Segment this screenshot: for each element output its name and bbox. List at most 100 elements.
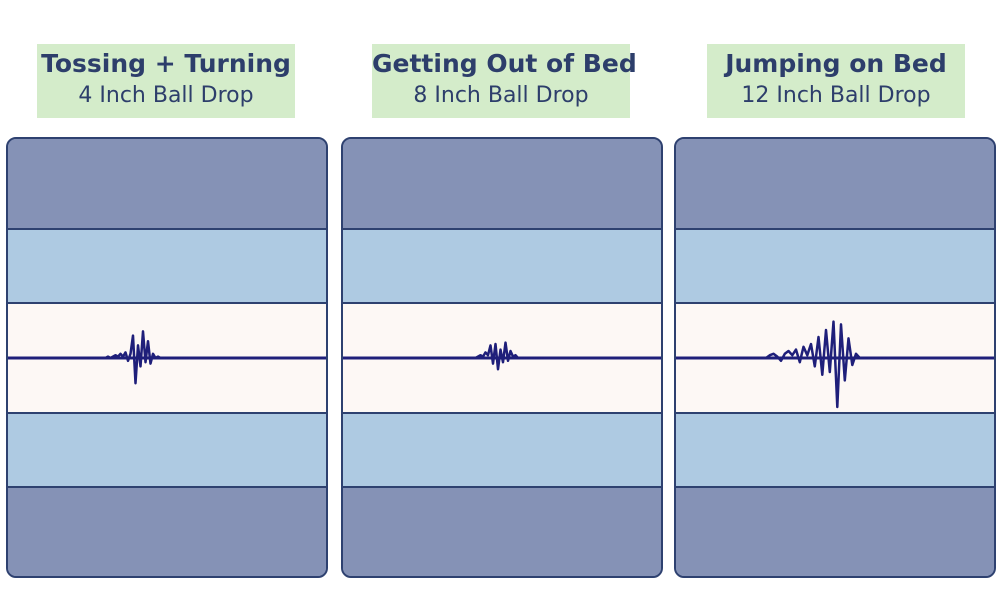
data-point xyxy=(761,357,763,359)
data-point xyxy=(142,330,144,332)
data-point xyxy=(527,357,529,359)
data-point xyxy=(154,357,157,359)
data-point xyxy=(840,323,842,325)
data-point xyxy=(529,357,532,359)
outer-band-bottom xyxy=(343,488,661,576)
data-point xyxy=(844,379,846,381)
outer-band-top xyxy=(8,139,326,230)
data-point xyxy=(514,354,517,356)
chart-2-label: Getting Out of Bed 8 Inch Ball Drop xyxy=(372,44,637,118)
data-point xyxy=(851,364,853,366)
data-point xyxy=(467,357,469,359)
data-point xyxy=(522,357,524,359)
data-point xyxy=(754,357,756,359)
mattress-panel-3 xyxy=(674,137,996,578)
data-point xyxy=(119,353,122,355)
data-point xyxy=(517,357,519,359)
data-point xyxy=(102,357,104,359)
data-point xyxy=(464,357,467,359)
middle-band-top xyxy=(343,230,661,304)
middle-band-bottom xyxy=(343,414,661,488)
data-point xyxy=(87,357,89,359)
data-point xyxy=(177,357,179,359)
data-point xyxy=(132,335,134,337)
data-point xyxy=(814,365,816,367)
data-point xyxy=(806,354,808,356)
data-point xyxy=(487,354,489,356)
middle-band-bottom xyxy=(676,414,994,488)
data-point xyxy=(780,360,782,362)
data-point xyxy=(524,357,527,359)
outer-band-top xyxy=(676,139,994,230)
data-point xyxy=(881,357,883,359)
chart-3-title: Jumping on Bed xyxy=(725,49,947,78)
data-point xyxy=(537,357,539,359)
data-point xyxy=(870,357,872,359)
data-point xyxy=(784,353,786,355)
data-point xyxy=(832,321,835,323)
data-point xyxy=(172,357,174,359)
data-point xyxy=(765,357,767,359)
data-point xyxy=(169,357,172,359)
data-point xyxy=(447,357,449,359)
data-point xyxy=(139,365,142,367)
data-point xyxy=(127,360,129,362)
data-point xyxy=(746,357,748,359)
data-point xyxy=(742,357,745,359)
chart-2-title: Getting Out of Bed xyxy=(372,49,637,78)
data-point xyxy=(159,357,162,359)
data-point xyxy=(184,357,187,359)
data-point xyxy=(124,351,127,353)
data-point xyxy=(492,363,494,365)
data-point xyxy=(174,357,177,359)
data-point xyxy=(109,357,112,359)
mattress-panel-1 xyxy=(6,137,328,578)
data-point xyxy=(462,357,464,359)
data-point xyxy=(519,357,522,359)
data-point xyxy=(542,357,544,359)
data-point xyxy=(99,357,102,359)
data-point xyxy=(114,354,117,356)
data-point xyxy=(532,357,534,359)
data-point xyxy=(739,357,741,359)
data-point xyxy=(817,336,820,338)
series-line xyxy=(88,330,188,385)
chart-2-plot xyxy=(343,341,661,371)
data-point xyxy=(107,356,109,358)
data-point xyxy=(859,357,861,359)
data-point xyxy=(469,357,472,359)
data-point xyxy=(97,357,99,359)
chart-3-plot xyxy=(676,320,994,409)
data-point xyxy=(162,357,164,359)
data-point xyxy=(479,354,482,356)
data-point xyxy=(862,357,865,359)
data-point xyxy=(750,357,752,359)
data-point xyxy=(502,361,504,363)
data-point xyxy=(482,356,484,358)
data-point xyxy=(866,357,868,359)
data-point xyxy=(825,329,827,331)
chart-1-title: Tossing + Turning xyxy=(41,49,291,78)
data-point xyxy=(847,337,850,339)
data-point xyxy=(802,346,805,348)
data-point xyxy=(836,406,838,408)
data-point xyxy=(534,357,537,359)
data-point xyxy=(472,357,474,359)
data-point xyxy=(134,382,137,384)
data-point xyxy=(829,371,831,373)
data-point xyxy=(179,357,182,359)
middle-band-top xyxy=(676,230,994,304)
data-point xyxy=(157,356,159,358)
outer-band-bottom xyxy=(8,488,326,576)
chart-1-subtitle: 4 Inch Ball Drop xyxy=(78,83,254,108)
data-point xyxy=(791,354,793,356)
data-point xyxy=(795,349,797,351)
data-point xyxy=(442,357,444,359)
data-point xyxy=(821,374,823,376)
data-point xyxy=(122,356,124,358)
data-point xyxy=(444,357,447,359)
data-point xyxy=(117,356,119,358)
data-point xyxy=(855,353,857,355)
data-point xyxy=(489,344,492,346)
outer-band-top xyxy=(343,139,661,230)
